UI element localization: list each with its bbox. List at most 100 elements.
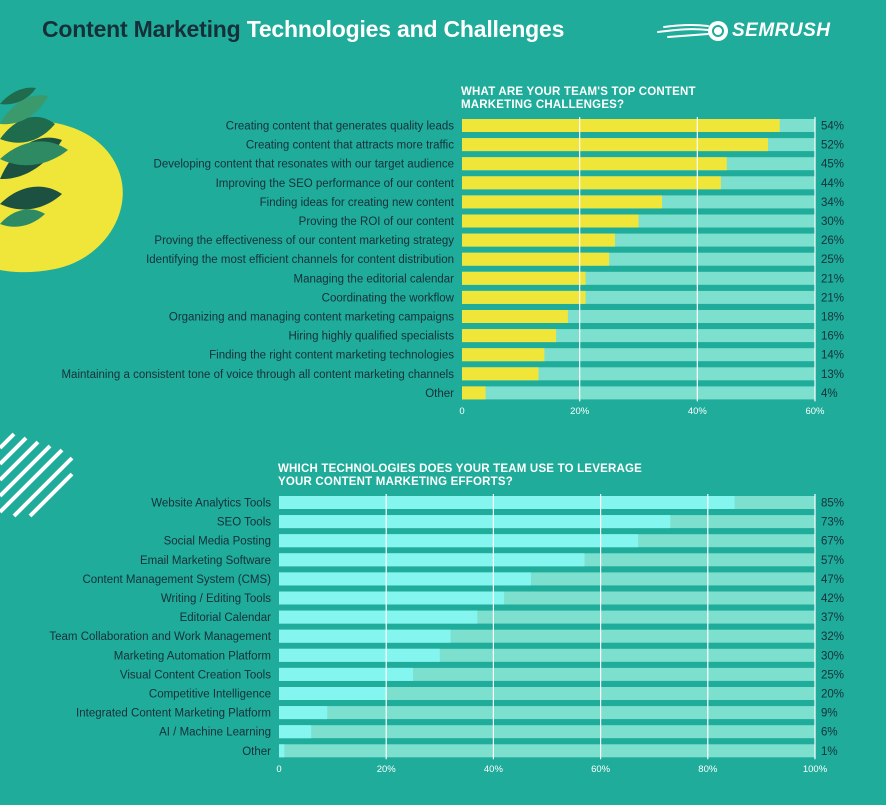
challenges-bar xyxy=(462,367,539,381)
challenges-tick-label: 60% xyxy=(805,406,825,417)
technologies-value-label: 42% xyxy=(821,593,844,605)
technologies-track xyxy=(279,706,815,720)
technologies-bar xyxy=(279,572,531,586)
challenges-value-label: 44% xyxy=(821,178,844,190)
technologies-category-label: Marketing Automation Platform xyxy=(114,650,271,662)
technologies-bar xyxy=(279,629,451,643)
technologies-bar xyxy=(279,706,328,720)
technologies-category-label: Competitive Intelligence xyxy=(149,689,271,701)
technologies-bar xyxy=(279,648,440,662)
challenges-value-label: 18% xyxy=(821,312,844,324)
challenges-track xyxy=(462,348,815,362)
technologies-bar xyxy=(279,725,312,739)
challenges-category-label: Hiring highly qualified specialists xyxy=(288,331,454,343)
challenges-value-label: 26% xyxy=(821,235,844,247)
technologies-tick-label: 80% xyxy=(698,764,718,775)
challenges-category-label: Proving the ROI of our content xyxy=(299,216,455,228)
challenges-value-label: 21% xyxy=(821,292,844,304)
technologies-bar xyxy=(279,534,639,548)
challenges-category-label: Developing content that resonates with o… xyxy=(154,159,454,171)
technologies-tick-label: 0 xyxy=(276,764,281,775)
challenges-category-label: Managing the editorial calendar xyxy=(294,273,455,285)
technologies-tick-label: 20% xyxy=(377,764,397,775)
technologies-value-label: 30% xyxy=(821,650,844,662)
technologies-value-label: 73% xyxy=(821,517,844,529)
challenges-category-label: Proving the effectiveness of our content… xyxy=(154,235,454,247)
challenges-tick-label: 20% xyxy=(570,406,590,417)
technologies-track xyxy=(279,744,815,758)
technologies-track xyxy=(279,725,815,739)
technologies-bar xyxy=(279,496,735,509)
technologies-category-label: Editorial Calendar xyxy=(180,612,272,624)
technologies-value-label: 67% xyxy=(821,536,844,548)
technologies-tick-label: 40% xyxy=(484,764,504,775)
technologies-value-label: 25% xyxy=(821,669,844,681)
challenges-bar xyxy=(462,386,486,400)
technologies-tick-label: 100% xyxy=(803,764,828,775)
technologies-value-label: 32% xyxy=(821,631,844,643)
challenges-bar xyxy=(462,310,568,323)
challenges-track xyxy=(462,367,815,381)
challenges-bar xyxy=(462,119,780,132)
challenges-value-label: 52% xyxy=(821,140,844,152)
fireball-icon xyxy=(657,21,728,41)
technologies-chart-title: WHICH TECHNOLOGIES DOES YOUR TEAM USE TO… xyxy=(278,463,642,489)
technologies-bar xyxy=(279,515,671,529)
technologies-value-label: 37% xyxy=(821,612,844,624)
technologies-category-label: Team Collaboration and Work Management xyxy=(49,631,271,643)
challenges-category-label: Coordinating the workflow xyxy=(322,292,455,304)
title-part-light: Technologies and Challenges xyxy=(246,16,565,42)
challenges-bar xyxy=(462,271,586,285)
challenges-value-label: 54% xyxy=(821,121,844,133)
challenges-category-label: Other xyxy=(425,388,454,400)
challenges-category-label: Organizing and managing content marketin… xyxy=(169,312,454,324)
technologies-bar xyxy=(279,591,505,605)
technologies-bar xyxy=(279,667,413,681)
challenges-value-label: 30% xyxy=(821,216,844,228)
challenges-chart-title: WHAT ARE YOUR TEAM'S TOP CONTENT MARKETI… xyxy=(461,86,696,112)
technologies-category-label: Integrated Content Marketing Platform xyxy=(76,708,271,720)
technologies-value-label: 1% xyxy=(821,746,838,758)
technologies-bar xyxy=(279,610,478,624)
technologies-value-label: 9% xyxy=(821,708,838,720)
challenges-category-label: Finding ideas for creating new content xyxy=(260,197,455,209)
challenges-bar xyxy=(462,290,586,304)
technologies-value-label: 47% xyxy=(821,574,844,586)
technologies-title-line-2: YOUR CONTENT MARKETING EFFORTS? xyxy=(278,476,513,488)
challenges-category-label: Creating content that generates quality … xyxy=(226,121,454,133)
challenges-value-label: 45% xyxy=(821,159,844,171)
technologies-value-label: 6% xyxy=(821,727,838,739)
technologies-category-label: SEO Tools xyxy=(217,517,271,529)
technologies-tick-label: 60% xyxy=(591,764,611,775)
challenges-category-label: Identifying the most efficient channels … xyxy=(146,254,454,266)
challenges-track xyxy=(462,386,815,400)
technologies-value-label: 57% xyxy=(821,555,844,567)
technologies-category-label: Email Marketing Software xyxy=(140,555,271,567)
technologies-value-label: 20% xyxy=(821,689,844,701)
technologies-title-line-1: WHICH TECHNOLOGIES DOES YOUR TEAM USE TO… xyxy=(278,463,642,475)
technologies-bar xyxy=(279,744,285,758)
challenges-category-label: Maintaining a consistent tone of voice t… xyxy=(61,369,454,381)
challenges-value-label: 21% xyxy=(821,273,844,285)
challenges-bar xyxy=(462,348,545,362)
challenges-bar xyxy=(462,157,727,171)
challenges-title-line-2: MARKETING CHALLENGES? xyxy=(461,99,625,111)
leaf-icon xyxy=(0,87,68,227)
technologies-category-label: Content Management System (CMS) xyxy=(82,574,271,586)
technologies-category-label: Social Media Posting xyxy=(164,536,271,548)
technologies-bar xyxy=(279,687,387,700)
challenges-category-label: Improving the SEO performance of our con… xyxy=(216,178,455,190)
challenges-category-label: Creating content that attracts more traf… xyxy=(246,140,454,152)
challenges-bar xyxy=(462,214,639,228)
logo-text: SEMRUSH xyxy=(732,20,831,41)
technologies-category-label: Visual Content Creation Tools xyxy=(120,669,271,681)
challenges-value-label: 4% xyxy=(821,388,838,400)
challenges-value-label: 13% xyxy=(821,369,844,381)
technologies-category-label: Other xyxy=(242,746,271,758)
challenges-value-label: 14% xyxy=(821,350,844,362)
challenges-bar xyxy=(462,233,615,247)
technologies-category-label: Website Analytics Tools xyxy=(151,498,271,510)
challenges-bar xyxy=(462,138,768,152)
